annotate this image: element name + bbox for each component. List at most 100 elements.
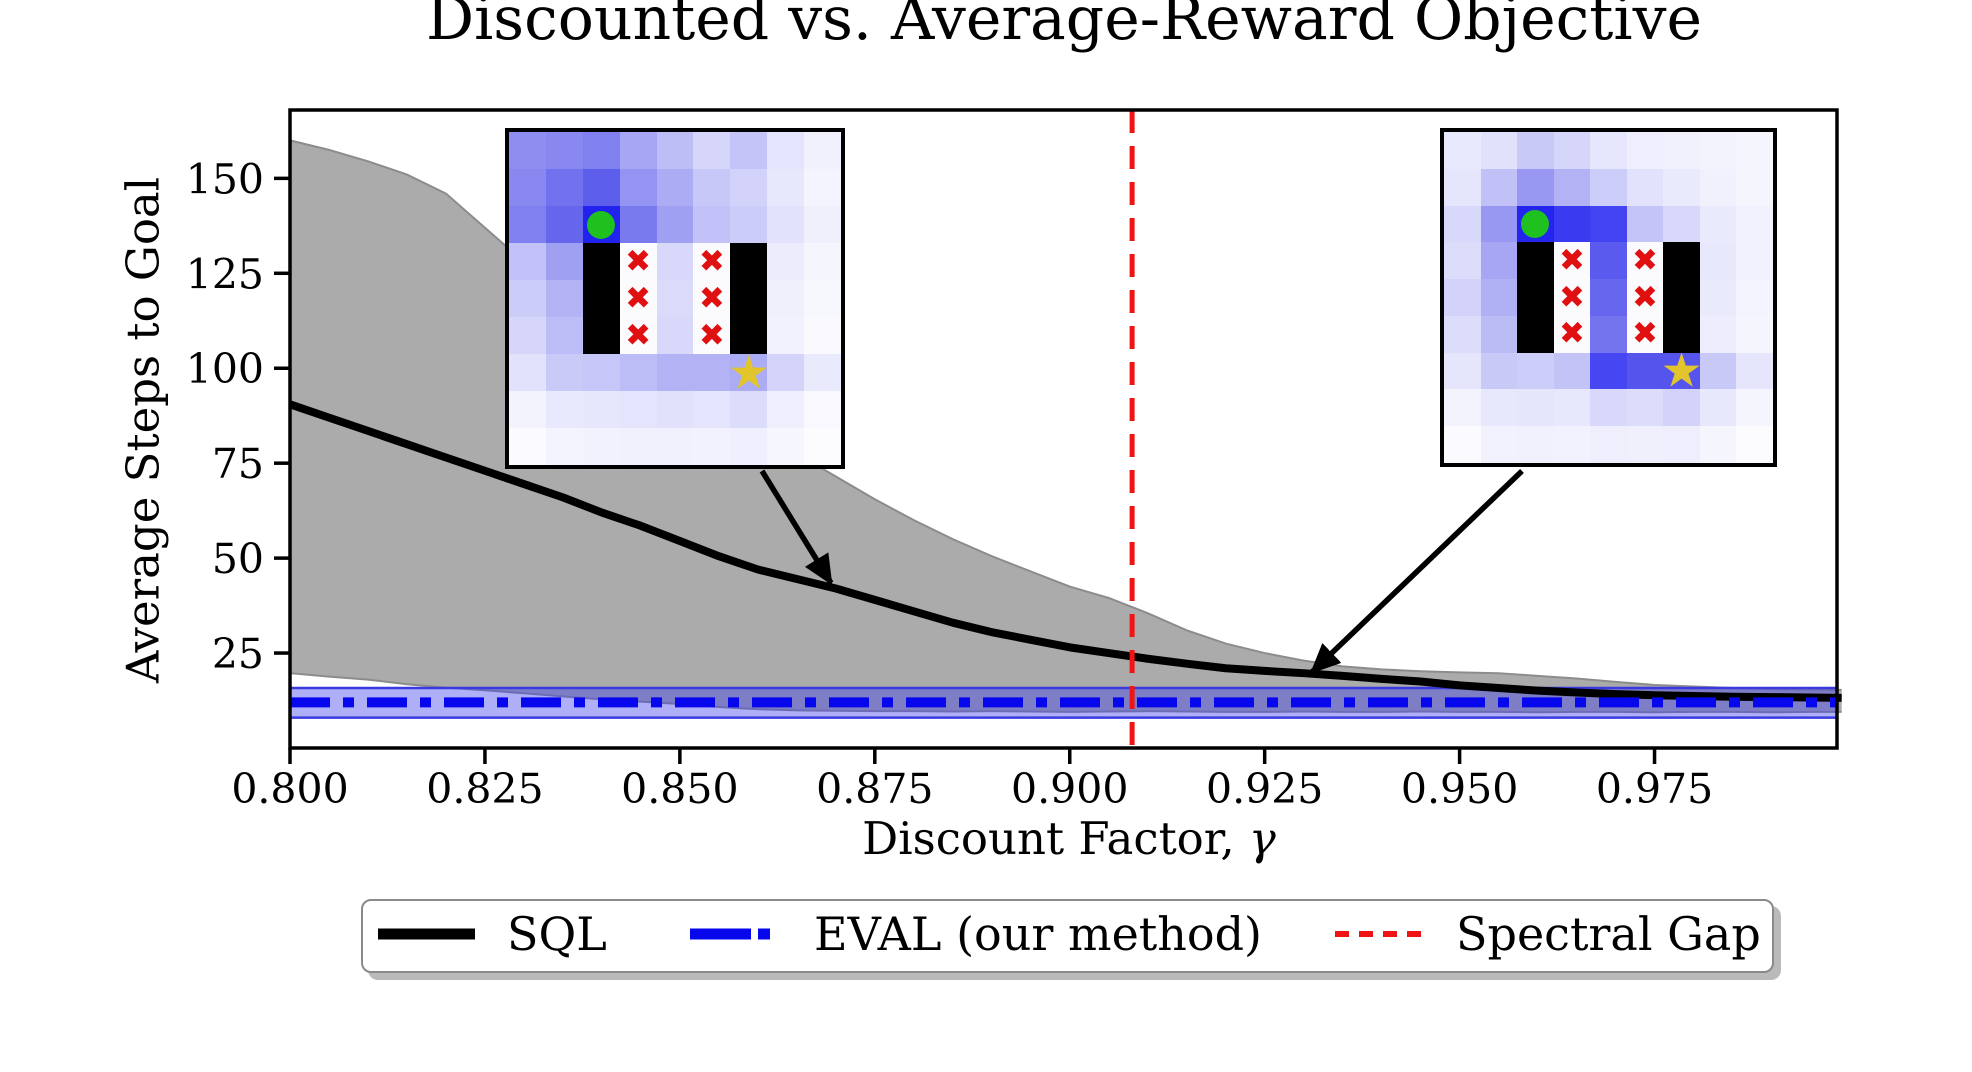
hazard-x-icon: ✖	[1558, 242, 1585, 279]
heatmap-cell	[509, 391, 546, 428]
legend-sample-sql	[377, 926, 476, 946]
heatmap-cell	[767, 280, 805, 317]
heatmap-cell	[1480, 315, 1518, 353]
y-tick-label: 25	[212, 630, 264, 678]
heatmap-cell	[1590, 205, 1627, 243]
heatmap-cell	[693, 169, 731, 206]
heatmap-cell	[1736, 389, 1773, 427]
heatmap-cell	[545, 169, 583, 206]
heatmap-cell	[804, 243, 841, 280]
heatmap-cell	[1736, 426, 1773, 463]
heatmap-cell	[1553, 279, 1591, 316]
heatmap-cell	[1736, 242, 1773, 280]
heatmap-cell	[767, 317, 805, 354]
heatmap-cell	[1444, 132, 1481, 169]
heatmap-cell	[545, 243, 583, 280]
heatmap-cell	[545, 317, 583, 354]
wall-cell	[582, 243, 620, 280]
wall-cell	[1517, 315, 1554, 353]
heatmap-cell	[582, 169, 620, 206]
x-tick-label: 0.975	[1596, 765, 1713, 813]
heatmap-cell	[730, 132, 768, 169]
heatmap-cell	[1699, 315, 1737, 353]
heatmap-cell	[1444, 315, 1481, 353]
heatmap-cell	[693, 428, 731, 465]
wall-cell	[1663, 242, 1700, 280]
heatmap-cell	[693, 354, 731, 391]
y-tick-label: 150	[186, 155, 264, 203]
heatmap-cell	[1699, 205, 1737, 243]
heatmap-cell	[1590, 315, 1627, 353]
inset-gridworld-discounted: ✖ ✖ ✖ ✖ ✖ ✖ ★	[505, 128, 845, 469]
heatmap-cell	[804, 132, 841, 169]
y-tick-label: 75	[212, 440, 264, 488]
heatmap-cell	[804, 317, 841, 354]
heatmap-cell	[656, 243, 694, 280]
heatmap-cell	[582, 354, 620, 391]
legend-label-spectral-gap: Spectral Gap	[1456, 906, 1761, 961]
heatmap-cell	[1553, 242, 1591, 280]
heatmap-cell	[1480, 426, 1518, 463]
heatmap-cell	[619, 169, 657, 206]
heatmap-cell	[1626, 242, 1664, 280]
gamma-symbol: γ	[1248, 812, 1276, 865]
heatmap-cell	[804, 169, 841, 206]
heatmap-cell	[1553, 352, 1591, 390]
sql-confidence-band	[290, 140, 1842, 713]
heatmap-cell	[1553, 168, 1591, 206]
inset-gridworld-average-reward: ✖ ✖ ✖ ✖ ✖ ✖ ★	[1440, 128, 1777, 467]
heatmap-cell	[804, 280, 841, 317]
wall-cell	[730, 280, 768, 317]
heatmap-cell	[509, 132, 546, 169]
heatmap-cell	[1699, 426, 1737, 463]
heatmap-cell	[1517, 168, 1554, 206]
heatmap-cell	[656, 428, 694, 465]
heatmap-cell	[1553, 389, 1591, 427]
heatmap-cell	[1480, 132, 1518, 169]
legend-sample-spectral-gap	[1334, 926, 1429, 946]
heatmap-cell	[1663, 389, 1700, 427]
heatmap-cell	[767, 391, 805, 428]
heatmap-cell	[656, 317, 694, 354]
legend-label-sql: SQL	[507, 906, 607, 961]
heatmap-cell	[582, 391, 620, 428]
hazard-x-icon: ✖	[698, 243, 725, 279]
heatmap-cell	[1444, 389, 1481, 427]
heatmap-cell	[767, 428, 805, 465]
heatmap-cell	[1663, 168, 1700, 206]
heatmap-cell	[804, 391, 841, 428]
heatmap-cell	[1590, 132, 1627, 169]
heatmap-cell	[509, 354, 546, 391]
goal-star-icon: ★	[1660, 343, 1703, 399]
heatmap-cell	[1480, 352, 1518, 390]
hazard-x-icon: ✖	[625, 317, 652, 353]
wall-cell	[1663, 279, 1700, 316]
heatmap-cell	[1699, 132, 1737, 169]
x-tick-label: 0.850	[621, 765, 738, 813]
heatmap-cell	[730, 428, 768, 465]
heatmap-cell	[1517, 132, 1554, 169]
heatmap-cell	[1480, 389, 1518, 427]
heatmap-cell	[582, 428, 620, 465]
heatmap-cell	[1663, 352, 1700, 390]
heatmap-cell	[656, 169, 694, 206]
heatmap-cell	[1626, 205, 1664, 243]
heatmap-cell	[545, 391, 583, 428]
heatmap-cell	[1590, 389, 1627, 427]
heatmap-cell	[1699, 242, 1737, 280]
heatmap-cell	[1736, 315, 1773, 353]
heatmap-cell	[1590, 352, 1627, 390]
heatmap-cell	[1590, 242, 1627, 280]
heatmap-cell	[804, 206, 841, 243]
heatmap-cell	[693, 391, 731, 428]
x-axis-label: Discount Factor, γ	[862, 812, 1276, 865]
legend-label-eval: EVAL (our method)	[814, 906, 1262, 961]
heatmap-cell	[1480, 205, 1518, 243]
heatmap-cell	[730, 354, 768, 391]
heatmap-cell	[1736, 132, 1773, 169]
hazard-x-icon: ✖	[1632, 279, 1659, 315]
value-heatmap-grid	[509, 132, 841, 465]
x-tick-label: 0.825	[426, 765, 543, 813]
heatmap-cell	[619, 391, 657, 428]
heatmap-cell	[1626, 352, 1664, 390]
